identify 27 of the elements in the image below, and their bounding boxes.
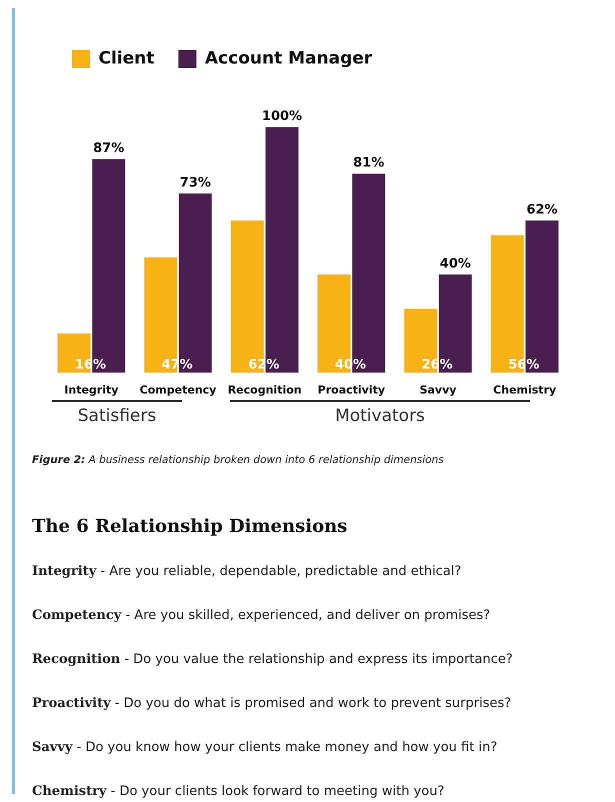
caption: Figure 2: A business relationship broken down into 6 relationship dimensions (32, 454, 444, 466)
x-tick-label: Chemistry (493, 383, 556, 396)
x-tick-label: Proactivity (318, 383, 386, 396)
text: Competency - Are you skilled, experienced, and deliver on promises? (32, 608, 490, 623)
text: Integrity - Are you reliable, dependable, predictable and ethical? (32, 564, 462, 579)
x-tick-label: Savvy (420, 383, 456, 396)
data-label: 100% (262, 109, 302, 124)
data-label: 62% (248, 358, 280, 373)
text: Chemistry - Do your clients look forward to meeting with you? (32, 784, 444, 799)
data-label: 26% (422, 358, 453, 373)
text: The 6 Relationship Dimensions (32, 516, 348, 537)
x-tick-label: Recognition (228, 383, 302, 396)
data-label: 87% (93, 140, 124, 156)
x-tick-label: Competency (140, 383, 216, 396)
legend-label: Client (98, 48, 154, 68)
data-label: 81% (353, 156, 384, 171)
text: Satisfiers (76, 406, 158, 426)
legend-label: Account Manager (204, 48, 373, 68)
x-tick-label: Integrity (64, 383, 118, 396)
data-label: 47% (162, 358, 193, 373)
data-label: 40% (440, 256, 471, 272)
text: Proactivity - Do you do what is promised and work to prevent surprises? (32, 696, 512, 711)
data-label: 73% (180, 175, 211, 190)
text: Savvy - Do you know how your clients make money and how you fit in? (32, 740, 498, 755)
text: Motivators (334, 406, 426, 426)
text: Recognition - Do you value the relationship and express its importance? (32, 652, 513, 667)
data-label: 62% (526, 202, 558, 218)
